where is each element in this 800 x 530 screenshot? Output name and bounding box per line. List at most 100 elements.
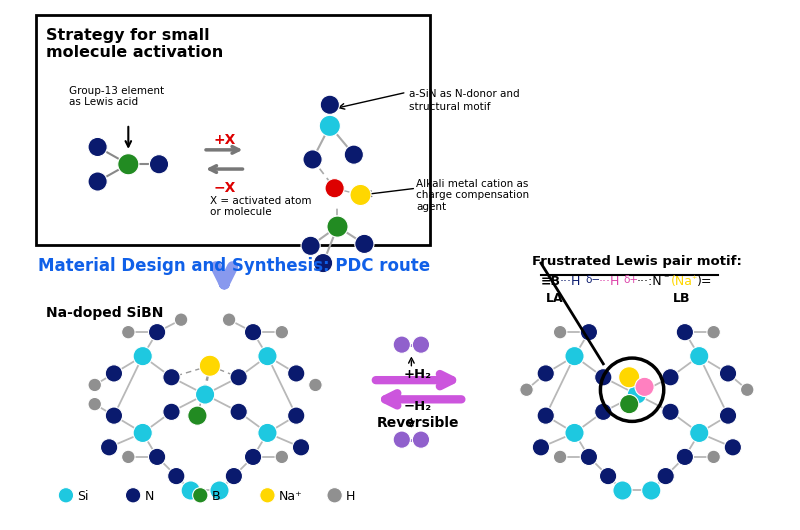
Circle shape xyxy=(126,488,141,503)
Circle shape xyxy=(719,365,737,382)
Text: LA: LA xyxy=(546,292,563,305)
Circle shape xyxy=(150,155,169,174)
Circle shape xyxy=(275,450,289,464)
Text: Si: Si xyxy=(78,490,89,503)
Circle shape xyxy=(662,369,679,386)
Text: molecule activation: molecule activation xyxy=(46,45,223,60)
Text: Material Design and Synthesis: PDC route: Material Design and Synthesis: PDC route xyxy=(38,258,430,275)
Circle shape xyxy=(245,323,262,341)
Circle shape xyxy=(719,407,737,425)
FancyArrowPatch shape xyxy=(206,146,238,153)
Text: B: B xyxy=(212,490,221,503)
Circle shape xyxy=(594,369,612,386)
Text: Group-13 element: Group-13 element xyxy=(69,85,164,95)
Circle shape xyxy=(288,365,305,382)
Circle shape xyxy=(707,325,720,339)
Circle shape xyxy=(118,154,139,175)
FancyArrowPatch shape xyxy=(376,374,452,386)
Circle shape xyxy=(657,467,674,485)
Circle shape xyxy=(88,398,102,411)
Circle shape xyxy=(635,377,654,396)
Text: δ−: δ− xyxy=(585,275,600,285)
FancyArrowPatch shape xyxy=(216,267,233,284)
Circle shape xyxy=(226,467,242,485)
Circle shape xyxy=(327,216,348,237)
Circle shape xyxy=(258,347,277,366)
Circle shape xyxy=(122,450,135,464)
Text: ≡B: ≡B xyxy=(541,275,561,288)
Circle shape xyxy=(222,313,236,326)
Circle shape xyxy=(594,403,612,420)
Circle shape xyxy=(174,313,188,326)
Circle shape xyxy=(325,179,344,198)
Text: )=: )= xyxy=(698,275,713,288)
Text: N: N xyxy=(145,490,154,503)
Circle shape xyxy=(580,323,598,341)
Circle shape xyxy=(354,234,374,253)
Text: agent: agent xyxy=(416,202,446,211)
Circle shape xyxy=(122,325,135,339)
Circle shape xyxy=(58,488,74,503)
Circle shape xyxy=(230,369,247,386)
Circle shape xyxy=(344,145,363,164)
FancyArrowPatch shape xyxy=(385,393,462,405)
Text: structural motif: structural motif xyxy=(409,102,490,112)
Circle shape xyxy=(412,336,430,354)
Circle shape xyxy=(199,355,221,376)
Text: Strategy for small: Strategy for small xyxy=(46,28,210,43)
Circle shape xyxy=(133,347,152,366)
Text: a-SiN as N-donor and: a-SiN as N-donor and xyxy=(409,90,519,100)
Circle shape xyxy=(149,323,166,341)
Circle shape xyxy=(133,423,152,443)
Circle shape xyxy=(303,150,322,169)
Circle shape xyxy=(618,367,640,388)
Text: +H₂: +H₂ xyxy=(404,368,432,381)
Circle shape xyxy=(230,403,247,420)
Circle shape xyxy=(412,431,430,448)
Circle shape xyxy=(292,439,310,456)
Circle shape xyxy=(580,448,598,465)
Text: δ+: δ+ xyxy=(623,275,638,285)
Circle shape xyxy=(565,347,584,366)
Text: Na⁺: Na⁺ xyxy=(279,490,302,503)
Circle shape xyxy=(599,467,617,485)
Circle shape xyxy=(554,325,567,339)
Text: (Na: (Na xyxy=(670,275,693,288)
Circle shape xyxy=(350,184,371,206)
Circle shape xyxy=(741,383,754,396)
Circle shape xyxy=(532,439,550,456)
Text: or molecule: or molecule xyxy=(210,207,271,217)
Circle shape xyxy=(724,439,742,456)
Text: LB: LB xyxy=(674,292,691,305)
Circle shape xyxy=(309,378,322,392)
Circle shape xyxy=(88,378,102,392)
Circle shape xyxy=(393,431,410,448)
Circle shape xyxy=(537,407,554,425)
Circle shape xyxy=(181,481,200,500)
Text: as Lewis acid: as Lewis acid xyxy=(69,97,138,107)
Circle shape xyxy=(627,385,646,404)
Circle shape xyxy=(690,347,709,366)
Circle shape xyxy=(245,448,262,465)
Text: Frustrated Lewis pair motif:: Frustrated Lewis pair motif: xyxy=(532,255,742,268)
Circle shape xyxy=(393,336,410,354)
FancyArrowPatch shape xyxy=(210,166,242,172)
Circle shape xyxy=(676,323,694,341)
Text: charge compensation: charge compensation xyxy=(416,190,530,200)
Text: ⁺: ⁺ xyxy=(691,275,697,285)
Circle shape xyxy=(149,448,166,465)
Circle shape xyxy=(275,325,289,339)
Text: ···H: ···H xyxy=(560,275,582,288)
Circle shape xyxy=(662,403,679,420)
Circle shape xyxy=(163,369,180,386)
Circle shape xyxy=(88,137,107,156)
Circle shape xyxy=(314,253,333,272)
Text: ···:N: ···:N xyxy=(637,275,662,288)
Text: Alkali metal cation as: Alkali metal cation as xyxy=(416,179,529,189)
Circle shape xyxy=(707,450,720,464)
Text: H: H xyxy=(346,490,355,503)
Circle shape xyxy=(537,365,554,382)
Circle shape xyxy=(320,95,339,114)
FancyBboxPatch shape xyxy=(36,14,430,245)
Circle shape xyxy=(319,116,340,136)
